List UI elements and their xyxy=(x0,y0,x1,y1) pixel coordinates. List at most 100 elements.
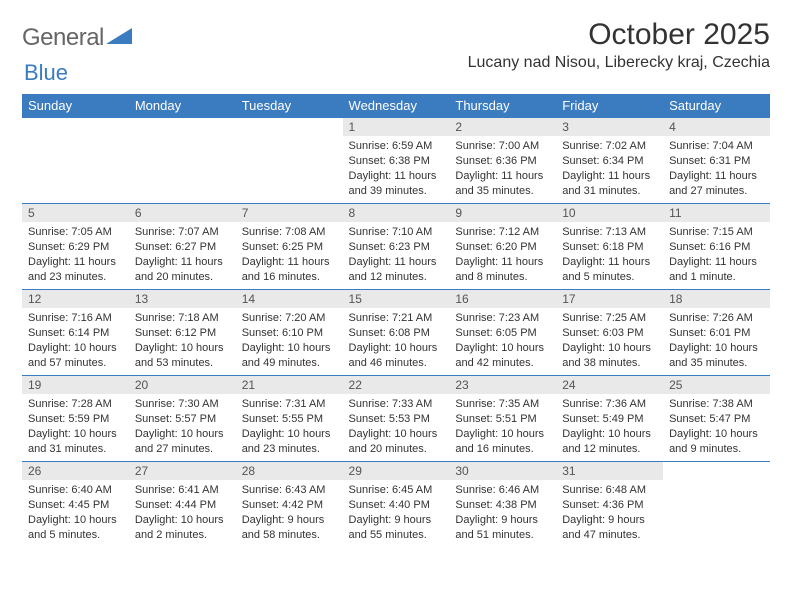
daylight-text: Daylight: 10 hours and 5 minutes. xyxy=(28,513,123,543)
calendar-day-cell: 5Sunrise: 7:05 AMSunset: 6:29 PMDaylight… xyxy=(22,204,129,290)
sunset-text: Sunset: 6:20 PM xyxy=(455,240,550,255)
daylight-text: Daylight: 11 hours and 16 minutes. xyxy=(242,255,337,285)
daylight-text: Daylight: 9 hours and 51 minutes. xyxy=(455,513,550,543)
day-details: Sunrise: 7:15 AMSunset: 6:16 PMDaylight:… xyxy=(663,222,770,288)
daylight-text: Daylight: 10 hours and 42 minutes. xyxy=(455,341,550,371)
calendar-day-cell: 29Sunrise: 6:45 AMSunset: 4:40 PMDayligh… xyxy=(343,462,450,548)
daylight-text: Daylight: 11 hours and 12 minutes. xyxy=(349,255,444,285)
calendar-day-cell: 15Sunrise: 7:21 AMSunset: 6:08 PMDayligh… xyxy=(343,290,450,376)
sunset-text: Sunset: 5:47 PM xyxy=(669,412,764,427)
day-number: 4 xyxy=(663,118,770,136)
sunset-text: Sunset: 5:51 PM xyxy=(455,412,550,427)
day-details: Sunrise: 6:40 AMSunset: 4:45 PMDaylight:… xyxy=(22,480,129,546)
day-details: Sunrise: 7:31 AMSunset: 5:55 PMDaylight:… xyxy=(236,394,343,460)
sunset-text: Sunset: 6:08 PM xyxy=(349,326,444,341)
day-details: Sunrise: 7:38 AMSunset: 5:47 PMDaylight:… xyxy=(663,394,770,460)
day-details: Sunrise: 7:20 AMSunset: 6:10 PMDaylight:… xyxy=(236,308,343,374)
daylight-text: Daylight: 9 hours and 55 minutes. xyxy=(349,513,444,543)
day-number: 8 xyxy=(343,204,450,222)
calendar-table: Sunday Monday Tuesday Wednesday Thursday… xyxy=(22,94,770,548)
logo-text-blue: Blue xyxy=(24,60,68,85)
sunset-text: Sunset: 6:12 PM xyxy=(135,326,230,341)
calendar-day-cell: 9Sunrise: 7:12 AMSunset: 6:20 PMDaylight… xyxy=(449,204,556,290)
weekday-header: Monday xyxy=(129,94,236,118)
daylight-text: Daylight: 10 hours and 9 minutes. xyxy=(669,427,764,457)
sunset-text: Sunset: 6:25 PM xyxy=(242,240,337,255)
sunrise-text: Sunrise: 6:46 AM xyxy=(455,483,550,498)
day-details: Sunrise: 7:12 AMSunset: 6:20 PMDaylight:… xyxy=(449,222,556,288)
calendar-day-cell: 22Sunrise: 7:33 AMSunset: 5:53 PMDayligh… xyxy=(343,376,450,462)
daylight-text: Daylight: 10 hours and 20 minutes. xyxy=(349,427,444,457)
sunset-text: Sunset: 4:36 PM xyxy=(562,498,657,513)
day-details: Sunrise: 6:59 AMSunset: 6:38 PMDaylight:… xyxy=(343,136,450,202)
location-text: Lucany nad Nisou, Liberecky kraj, Czechi… xyxy=(468,54,770,72)
daylight-text: Daylight: 10 hours and 12 minutes. xyxy=(562,427,657,457)
sunrise-text: Sunrise: 7:25 AM xyxy=(562,311,657,326)
sunrise-text: Sunrise: 6:48 AM xyxy=(562,483,657,498)
sunset-text: Sunset: 6:31 PM xyxy=(669,154,764,169)
day-details: Sunrise: 6:43 AMSunset: 4:42 PMDaylight:… xyxy=(236,480,343,546)
day-details: Sunrise: 6:46 AMSunset: 4:38 PMDaylight:… xyxy=(449,480,556,546)
day-number: 18 xyxy=(663,290,770,308)
calendar-day-cell: 23Sunrise: 7:35 AMSunset: 5:51 PMDayligh… xyxy=(449,376,556,462)
sunset-text: Sunset: 5:57 PM xyxy=(135,412,230,427)
sunset-text: Sunset: 6:18 PM xyxy=(562,240,657,255)
day-number: 9 xyxy=(449,204,556,222)
calendar-day-cell: 18Sunrise: 7:26 AMSunset: 6:01 PMDayligh… xyxy=(663,290,770,376)
sunset-text: Sunset: 6:01 PM xyxy=(669,326,764,341)
calendar-week-row: 1Sunrise: 6:59 AMSunset: 6:38 PMDaylight… xyxy=(22,118,770,204)
calendar-day-cell: 31Sunrise: 6:48 AMSunset: 4:36 PMDayligh… xyxy=(556,462,663,548)
day-details: Sunrise: 7:02 AMSunset: 6:34 PMDaylight:… xyxy=(556,136,663,202)
calendar-day-cell: 16Sunrise: 7:23 AMSunset: 6:05 PMDayligh… xyxy=(449,290,556,376)
calendar-day-cell xyxy=(129,118,236,204)
sunrise-text: Sunrise: 7:12 AM xyxy=(455,225,550,240)
day-details: Sunrise: 7:07 AMSunset: 6:27 PMDaylight:… xyxy=(129,222,236,288)
sunset-text: Sunset: 5:55 PM xyxy=(242,412,337,427)
sunrise-text: Sunrise: 7:23 AM xyxy=(455,311,550,326)
calendar-day-cell: 11Sunrise: 7:15 AMSunset: 6:16 PMDayligh… xyxy=(663,204,770,290)
daylight-text: Daylight: 10 hours and 49 minutes. xyxy=(242,341,337,371)
day-details: Sunrise: 7:05 AMSunset: 6:29 PMDaylight:… xyxy=(22,222,129,288)
calendar-day-cell: 12Sunrise: 7:16 AMSunset: 6:14 PMDayligh… xyxy=(22,290,129,376)
calendar-day-cell: 2Sunrise: 7:00 AMSunset: 6:36 PMDaylight… xyxy=(449,118,556,204)
weekday-header: Wednesday xyxy=(343,94,450,118)
sunset-text: Sunset: 4:44 PM xyxy=(135,498,230,513)
logo: General xyxy=(22,18,134,52)
day-number: 26 xyxy=(22,462,129,480)
day-details: Sunrise: 7:33 AMSunset: 5:53 PMDaylight:… xyxy=(343,394,450,460)
weekday-header: Sunday xyxy=(22,94,129,118)
sunrise-text: Sunrise: 7:20 AM xyxy=(242,311,337,326)
weekday-header: Friday xyxy=(556,94,663,118)
day-details: Sunrise: 7:10 AMSunset: 6:23 PMDaylight:… xyxy=(343,222,450,288)
sunrise-text: Sunrise: 7:33 AM xyxy=(349,397,444,412)
daylight-text: Daylight: 11 hours and 23 minutes. xyxy=(28,255,123,285)
month-title: October 2025 xyxy=(468,18,770,52)
sunrise-text: Sunrise: 7:00 AM xyxy=(455,139,550,154)
daylight-text: Daylight: 10 hours and 31 minutes. xyxy=(28,427,123,457)
day-number: 16 xyxy=(449,290,556,308)
day-number: 29 xyxy=(343,462,450,480)
calendar-day-cell: 20Sunrise: 7:30 AMSunset: 5:57 PMDayligh… xyxy=(129,376,236,462)
day-number: 22 xyxy=(343,376,450,394)
day-details: Sunrise: 7:30 AMSunset: 5:57 PMDaylight:… xyxy=(129,394,236,460)
sunset-text: Sunset: 4:45 PM xyxy=(28,498,123,513)
sunrise-text: Sunrise: 6:41 AM xyxy=(135,483,230,498)
calendar-day-cell: 19Sunrise: 7:28 AMSunset: 5:59 PMDayligh… xyxy=(22,376,129,462)
day-number: 1 xyxy=(343,118,450,136)
day-details: Sunrise: 7:18 AMSunset: 6:12 PMDaylight:… xyxy=(129,308,236,374)
daylight-text: Daylight: 11 hours and 1 minute. xyxy=(669,255,764,285)
calendar-day-cell: 8Sunrise: 7:10 AMSunset: 6:23 PMDaylight… xyxy=(343,204,450,290)
day-number: 14 xyxy=(236,290,343,308)
sunrise-text: Sunrise: 7:30 AM xyxy=(135,397,230,412)
day-number: 19 xyxy=(22,376,129,394)
daylight-text: Daylight: 10 hours and 35 minutes. xyxy=(669,341,764,371)
calendar-day-cell: 1Sunrise: 6:59 AMSunset: 6:38 PMDaylight… xyxy=(343,118,450,204)
day-details: Sunrise: 6:41 AMSunset: 4:44 PMDaylight:… xyxy=(129,480,236,546)
sunset-text: Sunset: 6:03 PM xyxy=(562,326,657,341)
calendar-day-cell: 26Sunrise: 6:40 AMSunset: 4:45 PMDayligh… xyxy=(22,462,129,548)
calendar-day-cell: 7Sunrise: 7:08 AMSunset: 6:25 PMDaylight… xyxy=(236,204,343,290)
daylight-text: Daylight: 11 hours and 8 minutes. xyxy=(455,255,550,285)
sunset-text: Sunset: 6:23 PM xyxy=(349,240,444,255)
calendar-day-cell: 21Sunrise: 7:31 AMSunset: 5:55 PMDayligh… xyxy=(236,376,343,462)
daylight-text: Daylight: 11 hours and 39 minutes. xyxy=(349,169,444,199)
